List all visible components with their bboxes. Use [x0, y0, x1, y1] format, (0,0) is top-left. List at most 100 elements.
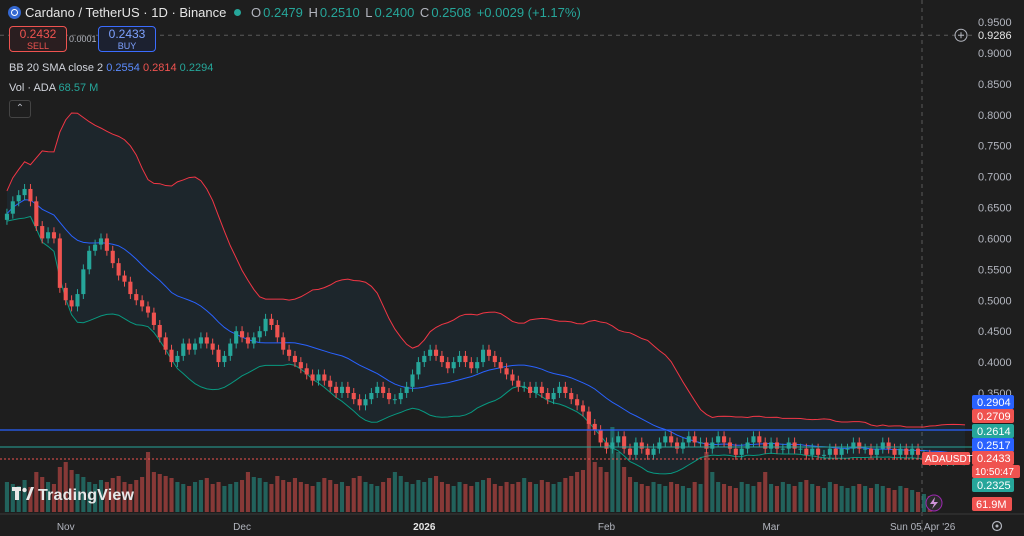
candle-body — [592, 423, 597, 431]
volume-bar — [533, 484, 539, 512]
price-badge-value: 0.2433 — [977, 453, 1011, 465]
candle — [839, 443, 844, 460]
candle-body — [510, 374, 515, 381]
volume-bar — [251, 477, 256, 512]
price-badge-value: 0.2904 — [977, 397, 1011, 409]
volume-bar — [874, 484, 879, 512]
volume-bar — [904, 488, 909, 512]
volume-bar — [428, 478, 433, 512]
candle-body — [328, 380, 333, 387]
candle — [157, 320, 162, 343]
candle-body — [475, 362, 480, 369]
candle — [616, 431, 621, 448]
candle — [757, 431, 762, 448]
volume-bar — [110, 478, 115, 512]
candle-body — [451, 362, 456, 369]
volume-bar — [51, 484, 57, 512]
collapse-legend-button[interactable]: ⌃ — [9, 100, 31, 118]
volume-badge-bg — [972, 497, 1012, 511]
candle-body — [240, 331, 245, 338]
ticker-tag-label: ADAUSDT — [925, 454, 973, 465]
candle-body — [281, 337, 286, 350]
candle — [69, 295, 74, 312]
candle — [710, 437, 715, 454]
candle-body — [774, 442, 780, 449]
volume-bar — [281, 480, 286, 512]
volume-bar — [433, 476, 439, 512]
candle-body — [375, 386, 380, 393]
candle — [786, 437, 791, 454]
bb-legend[interactable]: BB 20 SMA close 2 0.2554 0.2814 0.2294 — [9, 62, 213, 74]
candle — [328, 375, 333, 392]
buy-button[interactable]: 0.2433 BUY — [98, 26, 156, 52]
gear-center — [995, 524, 999, 528]
candle-body — [563, 386, 568, 393]
volume-bar — [287, 482, 292, 512]
candle-body — [816, 448, 821, 455]
volume-bar — [187, 486, 192, 512]
candle — [4, 208, 9, 225]
volume-bar — [351, 478, 356, 512]
candle-body — [898, 448, 903, 455]
candle — [187, 338, 192, 355]
candle-body — [198, 337, 203, 344]
candle — [363, 394, 368, 411]
volume-bar — [369, 484, 374, 512]
candle — [63, 282, 68, 306]
candle — [692, 431, 697, 448]
candle — [633, 437, 638, 460]
price-axis[interactable]: 0.9500 0.9000 0.8500 0.8000 0.7500 0.7000 0.65… — [954, 17, 1012, 400]
candle — [774, 437, 780, 454]
candle-body — [657, 442, 662, 449]
candle — [704, 437, 709, 454]
open-label: O — [251, 5, 262, 20]
candle — [292, 350, 298, 368]
candle-body — [181, 343, 186, 356]
symbol-header[interactable]: Cardano / TetherUS · 1D · Binance O 0.247… — [8, 5, 581, 20]
candle-body — [210, 343, 215, 350]
candle — [451, 357, 456, 374]
tradingview-logo[interactable]: TradingView — [12, 487, 134, 505]
volume-bar — [915, 492, 921, 512]
volume-bar — [316, 482, 321, 512]
candle — [316, 369, 321, 386]
candle — [580, 400, 586, 417]
volume-bar — [610, 427, 615, 512]
candle-body — [416, 362, 421, 375]
candle-body — [915, 448, 921, 455]
candle — [475, 357, 480, 374]
candle — [275, 320, 280, 343]
candle — [351, 388, 356, 405]
candle — [669, 431, 674, 448]
sell-button[interactable]: 0.2432 SELL — [9, 26, 67, 52]
candle-body — [275, 324, 280, 338]
candle-body — [892, 448, 897, 455]
volume-bar — [786, 484, 791, 512]
candle — [222, 350, 227, 368]
candle-body — [410, 374, 415, 387]
volume-bar — [375, 486, 380, 512]
volume-bar — [93, 484, 98, 512]
volume-badge: 61.9M — [972, 497, 1012, 511]
candle-body — [292, 355, 298, 363]
close-value: 0.2508 — [431, 5, 472, 20]
candle — [81, 264, 86, 300]
volume-bar — [921, 494, 926, 512]
candle — [439, 350, 444, 368]
x-tick-label: Nov — [57, 522, 75, 533]
candle — [622, 431, 627, 454]
volume-bar — [839, 486, 844, 512]
candle-body — [157, 324, 162, 338]
candle — [522, 381, 527, 392]
high-value: 0.2510 — [319, 5, 360, 20]
volume-legend[interactable]: Vol · ADA 68.57 M — [9, 82, 98, 94]
candle — [93, 239, 98, 256]
price-badge-bg — [972, 438, 1014, 452]
candle-body — [874, 448, 879, 455]
volume-bar — [780, 482, 785, 512]
candle-body — [586, 411, 591, 424]
candle-body — [722, 436, 727, 443]
time-axis[interactable]: Nov Dec 2026 Feb Mar Sun 05 Apr '26 — [57, 520, 1003, 534]
volume-bar — [204, 478, 209, 512]
